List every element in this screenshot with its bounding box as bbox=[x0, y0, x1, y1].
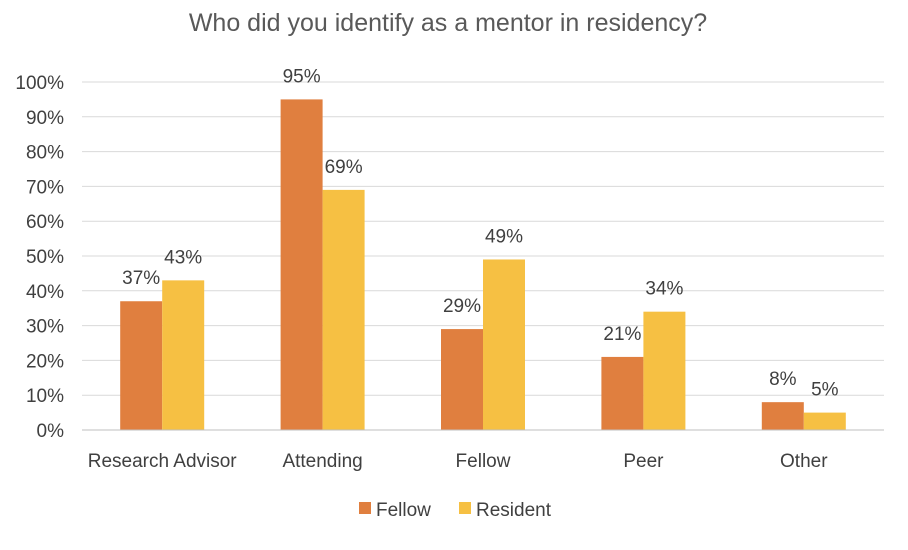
y-tick-label: 90% bbox=[26, 108, 64, 129]
x-category-label: Other bbox=[780, 451, 828, 472]
data-label: 29% bbox=[443, 296, 481, 317]
bar-resident bbox=[803, 412, 846, 430]
y-tick-label: 100% bbox=[15, 73, 64, 94]
y-tick-label: 70% bbox=[26, 177, 64, 198]
x-category-label: Fellow bbox=[456, 451, 511, 472]
bar-resident bbox=[162, 280, 205, 430]
x-category-label: Research Advisor bbox=[88, 451, 238, 472]
data-labels: 37%43% 95% 69% 29% 49% 21% 34% 8% 5% bbox=[122, 66, 838, 400]
legend-label: Fellow bbox=[376, 500, 431, 521]
bar-fellow bbox=[120, 301, 163, 430]
data-label: 5% bbox=[811, 380, 839, 401]
y-tick-label: 60% bbox=[26, 212, 64, 233]
x-category-label: Peer bbox=[623, 451, 664, 472]
y-axis-ticks: 0% 10% 20% 30% 40% 50% 60% 70% 80% 90% 100% bbox=[15, 73, 64, 442]
data-label: 43% bbox=[164, 247, 202, 268]
legend-item-fellow: Fellow bbox=[359, 500, 431, 521]
data-label: 69% bbox=[325, 157, 363, 178]
bar-resident bbox=[322, 189, 365, 430]
bar-fellow bbox=[280, 99, 323, 431]
legend-swatch bbox=[359, 502, 371, 514]
legend-item-resident: Resident bbox=[459, 500, 552, 521]
y-tick-label: 40% bbox=[26, 282, 64, 303]
x-axis-categories: Research Advisor Attending Fellow Peer Other bbox=[88, 451, 828, 472]
y-tick-label: 20% bbox=[26, 351, 64, 372]
y-tick-label: 10% bbox=[26, 386, 64, 407]
legend: Fellow Resident bbox=[359, 500, 552, 521]
legend-label: Resident bbox=[476, 500, 552, 521]
bar-fellow bbox=[601, 356, 644, 430]
gridlines bbox=[82, 81, 884, 396]
data-label: 8% bbox=[769, 369, 797, 390]
y-tick-label: 80% bbox=[26, 143, 64, 164]
bars bbox=[120, 99, 846, 431]
y-tick-label: 50% bbox=[26, 247, 64, 268]
legend-swatch bbox=[459, 502, 471, 514]
data-label: 95% bbox=[283, 66, 321, 87]
y-tick-label: 0% bbox=[37, 421, 65, 442]
bar-fellow bbox=[761, 402, 804, 430]
bar-fellow bbox=[441, 329, 483, 430]
bar-resident bbox=[483, 259, 525, 430]
bar-resident bbox=[643, 311, 686, 430]
x-category-label: Attending bbox=[282, 451, 362, 472]
data-label: 21% bbox=[603, 324, 641, 345]
y-tick-label: 30% bbox=[26, 317, 64, 338]
data-label: 34% bbox=[645, 279, 683, 300]
data-label: 37% bbox=[122, 268, 160, 289]
chart-title: Who did you identify as a mentor in resi… bbox=[189, 9, 707, 37]
data-label: 49% bbox=[485, 226, 523, 247]
